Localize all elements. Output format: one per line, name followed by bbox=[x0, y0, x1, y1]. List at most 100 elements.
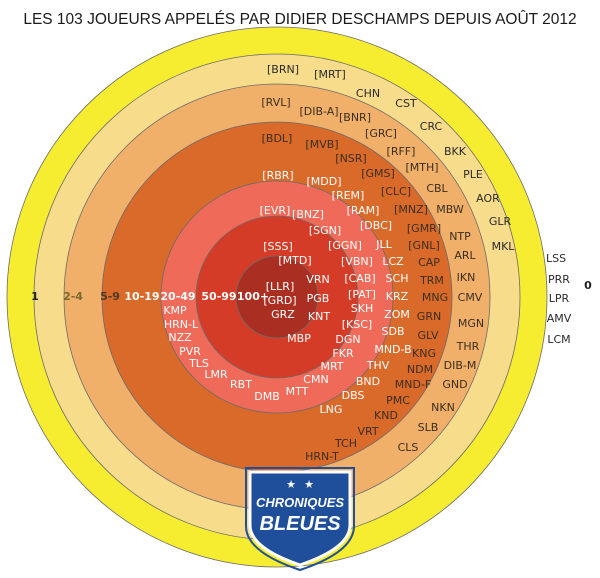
player-label: [MTH] bbox=[405, 161, 438, 174]
logo-text-line1: CHRONIQUES bbox=[256, 495, 344, 510]
player-label: [NSR] bbox=[335, 152, 366, 165]
player-label: TRM bbox=[419, 274, 444, 287]
logo-shield-border bbox=[245, 467, 355, 572]
player-label: SCH bbox=[386, 272, 409, 285]
player-label: LSS bbox=[546, 252, 566, 265]
player-label: NZZ bbox=[168, 331, 192, 344]
category-label: 100+ bbox=[237, 290, 269, 303]
player-label: CBL bbox=[426, 182, 448, 195]
player-label: [BRN] bbox=[267, 63, 299, 76]
player-label: MBP bbox=[287, 332, 311, 345]
player-label: PGB bbox=[307, 292, 330, 305]
player-label: SKH bbox=[351, 302, 373, 315]
player-label: GLV bbox=[418, 329, 439, 342]
player-label: CHN bbox=[356, 87, 380, 100]
player-label: [MDD] bbox=[306, 175, 341, 188]
player-label: MND-B bbox=[374, 343, 411, 356]
player-label: [RVL] bbox=[261, 96, 290, 109]
player-label: KMP bbox=[163, 304, 187, 317]
player-label: CRC bbox=[420, 120, 443, 133]
category-label: 10-19 bbox=[124, 290, 159, 303]
chroniques-bleues-logo: ★ ★ CHRONIQUES BLEUES bbox=[245, 467, 355, 572]
player-label: NDM bbox=[407, 363, 433, 376]
player-label: [DIB-A] bbox=[299, 105, 338, 118]
player-label: CMV bbox=[458, 291, 483, 304]
player-label: GRN bbox=[417, 310, 441, 323]
player-label: [GRC] bbox=[365, 127, 397, 140]
player-label: [CLC] bbox=[381, 185, 411, 198]
player-label: AOR bbox=[476, 192, 500, 205]
category-label: 50-99 bbox=[201, 290, 236, 303]
player-label: FKR bbox=[332, 347, 354, 360]
player-label: PMC bbox=[386, 394, 410, 407]
player-label: ZOM bbox=[384, 308, 410, 321]
player-label: [KSC] bbox=[342, 318, 372, 331]
player-label: HRN-L bbox=[164, 318, 199, 331]
ring-100+ bbox=[235, 255, 319, 339]
player-label: GLR bbox=[489, 215, 512, 228]
player-label: BND bbox=[356, 375, 380, 388]
player-label: CLS bbox=[398, 441, 419, 454]
player-label: DIB-M bbox=[444, 359, 477, 372]
logo-text-line2: BLEUES bbox=[259, 513, 341, 535]
chart-title: LES 103 JOUEURS APPELÉS PAR DIDIER DESCH… bbox=[23, 11, 576, 28]
player-label: CMN bbox=[303, 373, 328, 386]
player-label: [MTD] bbox=[278, 254, 311, 267]
player-label: KRZ bbox=[386, 290, 409, 303]
player-label: TLS bbox=[188, 357, 209, 370]
player-label: [GGN] bbox=[328, 239, 362, 252]
player-label: BKK bbox=[444, 145, 467, 158]
category-label: 1 bbox=[31, 290, 39, 303]
player-label: GND bbox=[442, 378, 467, 391]
category-label: 20-49 bbox=[160, 290, 195, 303]
player-label: RBT bbox=[230, 378, 252, 391]
player-label: LPR bbox=[549, 292, 570, 305]
player-label: HRN-T bbox=[305, 450, 339, 463]
player-label: NTP bbox=[449, 230, 471, 243]
player-label: IKN bbox=[457, 271, 476, 284]
player-label: [DBC] bbox=[360, 219, 392, 232]
player-label: [VBN] bbox=[341, 255, 373, 268]
player-label: [BNZ] bbox=[292, 208, 324, 221]
player-label: PLE bbox=[463, 168, 483, 181]
player-label: [BDL] bbox=[262, 132, 293, 145]
player-label: VRT bbox=[357, 425, 378, 438]
player-label: NKN bbox=[431, 401, 455, 414]
player-label: THV bbox=[366, 359, 390, 372]
player-label: DBS bbox=[342, 389, 365, 402]
player-label: LNG bbox=[320, 403, 343, 416]
logo-shield bbox=[248, 470, 352, 567]
player-label: LCZ bbox=[382, 255, 404, 268]
category-label: 2-4 bbox=[63, 290, 83, 303]
player-label: [MRT] bbox=[314, 68, 346, 81]
player-label: [RFF] bbox=[387, 145, 416, 158]
player-label: DGN bbox=[335, 333, 360, 346]
player-label: KNG bbox=[412, 347, 436, 360]
player-label: MGN bbox=[458, 317, 484, 330]
player-label: PVR bbox=[179, 345, 201, 358]
star-icon: ★ bbox=[286, 478, 296, 491]
player-label: MNG bbox=[422, 291, 448, 304]
player-label: THR bbox=[456, 340, 480, 353]
player-label: [SGN] bbox=[309, 224, 341, 237]
category-label: 0 bbox=[584, 279, 592, 292]
player-label: JLL bbox=[375, 238, 392, 251]
player-label: [GMS] bbox=[361, 167, 395, 180]
player-label: [PAT] bbox=[348, 288, 376, 301]
player-label: MTT bbox=[286, 385, 309, 398]
player-label: [REM] bbox=[332, 189, 365, 202]
player-label: SDB bbox=[382, 325, 405, 338]
player-label: GRZ bbox=[271, 308, 295, 321]
player-label: AMV bbox=[547, 312, 572, 325]
player-label: [GRD] bbox=[263, 294, 296, 307]
player-label: [BNR] bbox=[339, 111, 371, 124]
player-label: MRT bbox=[320, 360, 343, 373]
player-label: DMB bbox=[254, 390, 280, 403]
player-label: [GNL] bbox=[408, 239, 439, 252]
player-label: SLB bbox=[418, 421, 439, 434]
category-label: 5-9 bbox=[100, 290, 120, 303]
player-label: MKL bbox=[492, 240, 516, 253]
player-label: [MNZ] bbox=[394, 203, 428, 216]
player-label: MND-F bbox=[395, 378, 432, 391]
